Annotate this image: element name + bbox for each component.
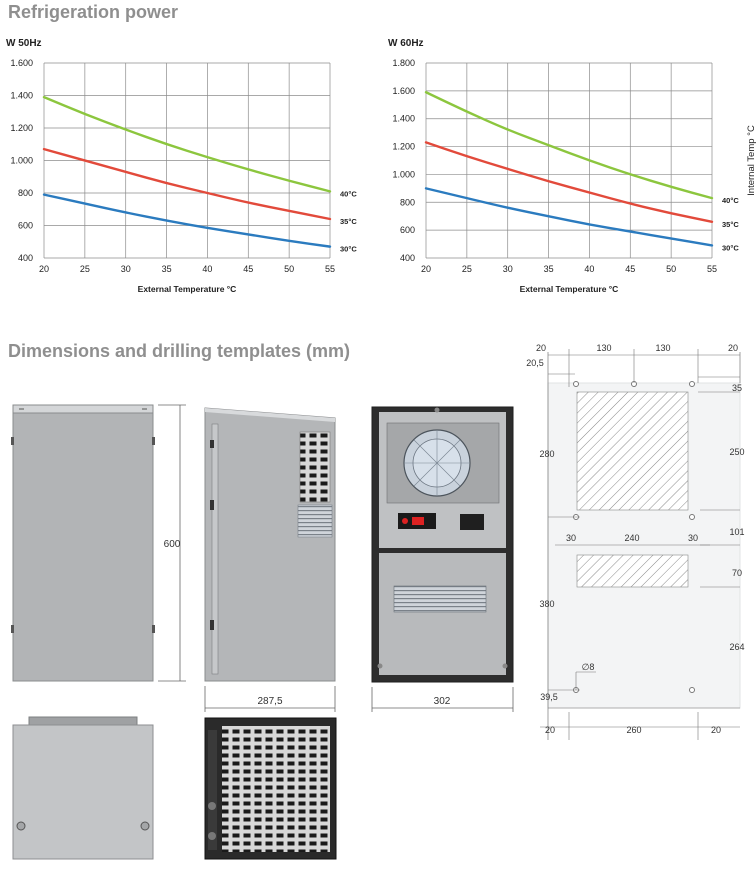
chart-0-xlabel: External Temperature °C [138, 284, 237, 294]
chart-0-ytick-3: 1.000 [10, 156, 33, 166]
dim-top-mid-2: 130 [655, 343, 670, 353]
dim-bottom-right: 20 [711, 725, 721, 735]
chart-0-ytick-1: 600 [18, 221, 33, 231]
dim-bottom-mid: 260 [626, 725, 641, 735]
dim-lower-right: 30 [688, 533, 698, 543]
chart-1-series-1-label: 35°C [722, 220, 739, 229]
dim-offset-left: 20,5 [526, 358, 544, 368]
chart-1-ytick-3: 1.000 [392, 169, 415, 179]
drilling-template: 20 130 130 20 20,5 35 280 250 101 30 240… [526, 343, 745, 740]
refrigeration-power-heading: Refrigeration power [8, 2, 179, 22]
chart-1-xtick-6: 50 [666, 264, 676, 274]
chart-0-xtick-4: 40 [202, 264, 212, 274]
dim-lower-right-height: 264 [729, 642, 744, 652]
dim-gap: 101 [729, 527, 744, 537]
chart-0-series-0-label: 40°C [340, 189, 357, 198]
chart-1-ytick-5: 1.400 [392, 114, 415, 124]
chart-50hz: W 50Hz 400 600 800 1.000 1.200 1.400 1.600 20 25 3… [6, 38, 357, 294]
chart-1-xlabel: External Temperature °C [520, 284, 619, 294]
rear-view [204, 717, 337, 860]
top-view [12, 716, 154, 860]
chart-1-ytick-2: 800 [400, 197, 415, 207]
chart-1-xtick-1: 25 [462, 264, 472, 274]
chart-0-ytick-0: 400 [18, 253, 33, 263]
chart-0-series-1-label: 35°C [340, 217, 357, 226]
chart-0-xtick-1: 25 [80, 264, 90, 274]
internal-view [371, 406, 514, 683]
chart-1-ytick-7: 1.800 [392, 58, 415, 68]
dim-lower-height: 380 [539, 599, 554, 609]
dim-lower-cutout: 70 [732, 568, 742, 578]
technical-drawings: 600 287,5 [11, 343, 745, 860]
dim-top-margin: 35 [732, 383, 742, 393]
dim-lower-mid: 240 [624, 533, 639, 543]
chart-0-series-2-line [42, 193, 332, 248]
chart-1-xtick-5: 45 [625, 264, 635, 274]
chart-0-xtick-3: 35 [162, 264, 172, 274]
chart-1-ytick-4: 1.200 [392, 142, 415, 152]
chart-0-xtick-5: 45 [243, 264, 253, 274]
chart-0-series-2-label: 30°C [340, 245, 357, 254]
chart-1-title: W 60Hz [388, 38, 424, 49]
chart-1-series-1-line [424, 141, 714, 223]
dim-top-mid-1: 130 [596, 343, 611, 353]
front-view [11, 404, 155, 682]
dim-upper-cutout: 250 [729, 447, 744, 457]
chart-1-ytick-6: 1.600 [392, 86, 415, 96]
dim-upper-height: 280 [539, 449, 554, 459]
chart-0-xtick-7: 55 [325, 264, 335, 274]
side-view [204, 407, 336, 682]
chart-0-xtick-0: 20 [39, 264, 49, 274]
chart-0-ytick-4: 1.200 [10, 123, 33, 133]
dim-bottom-left: 20 [545, 725, 555, 735]
width-dimension: 302 [371, 687, 514, 712]
chart-60hz: W 60Hz 400 600 800 1.000 1.200 1.400 1.600 1.800… [388, 38, 756, 294]
chart-0-series-0-line [42, 95, 332, 193]
chart-1-ytick-1: 600 [400, 225, 415, 235]
depth-dimension: 287,5 [204, 686, 336, 712]
chart-1-series-2-label: 30°C [722, 243, 739, 252]
chart-1-series-2-line [424, 187, 714, 247]
chart-0-ytick-6: 1.600 [10, 58, 33, 68]
chart-1-series-0-line [424, 91, 714, 200]
chart-1-xtick-7: 55 [707, 264, 717, 274]
chart-1-xtick-3: 35 [544, 264, 554, 274]
chart-1-ylabel: Internal Temp °C [746, 125, 756, 196]
chart-0-ytick-2: 800 [18, 188, 33, 198]
chart-1-xtick-0: 20 [421, 264, 431, 274]
width-label: 302 [434, 696, 451, 707]
dim-lower-left: 30 [566, 533, 576, 543]
dimensions-heading: Dimensions and drilling templates (mm) [8, 341, 351, 361]
chart-1-xtick-4: 40 [584, 264, 594, 274]
depth-label: 287,5 [257, 696, 282, 707]
chart-0-ytick-5: 1.400 [10, 91, 33, 101]
chart-1-xtick-2: 30 [503, 264, 513, 274]
height-dimension: 600 [158, 404, 186, 682]
dim-top-right: 20 [728, 343, 738, 353]
chart-0-title: W 50Hz [6, 38, 42, 49]
chart-0-xtick-2: 30 [121, 264, 131, 274]
chart-0-xtick-6: 50 [284, 264, 294, 274]
dim-hole-diameter: ∅8 [582, 662, 595, 672]
chart-0-series-1-line [42, 147, 332, 221]
chart-1-ytick-0: 400 [400, 253, 415, 263]
dim-bottom-offset: 39,5 [540, 692, 558, 702]
height-label: 600 [164, 539, 181, 550]
chart-1-series-0-label: 40°C [722, 196, 739, 205]
dim-top-left: 20 [536, 343, 546, 353]
